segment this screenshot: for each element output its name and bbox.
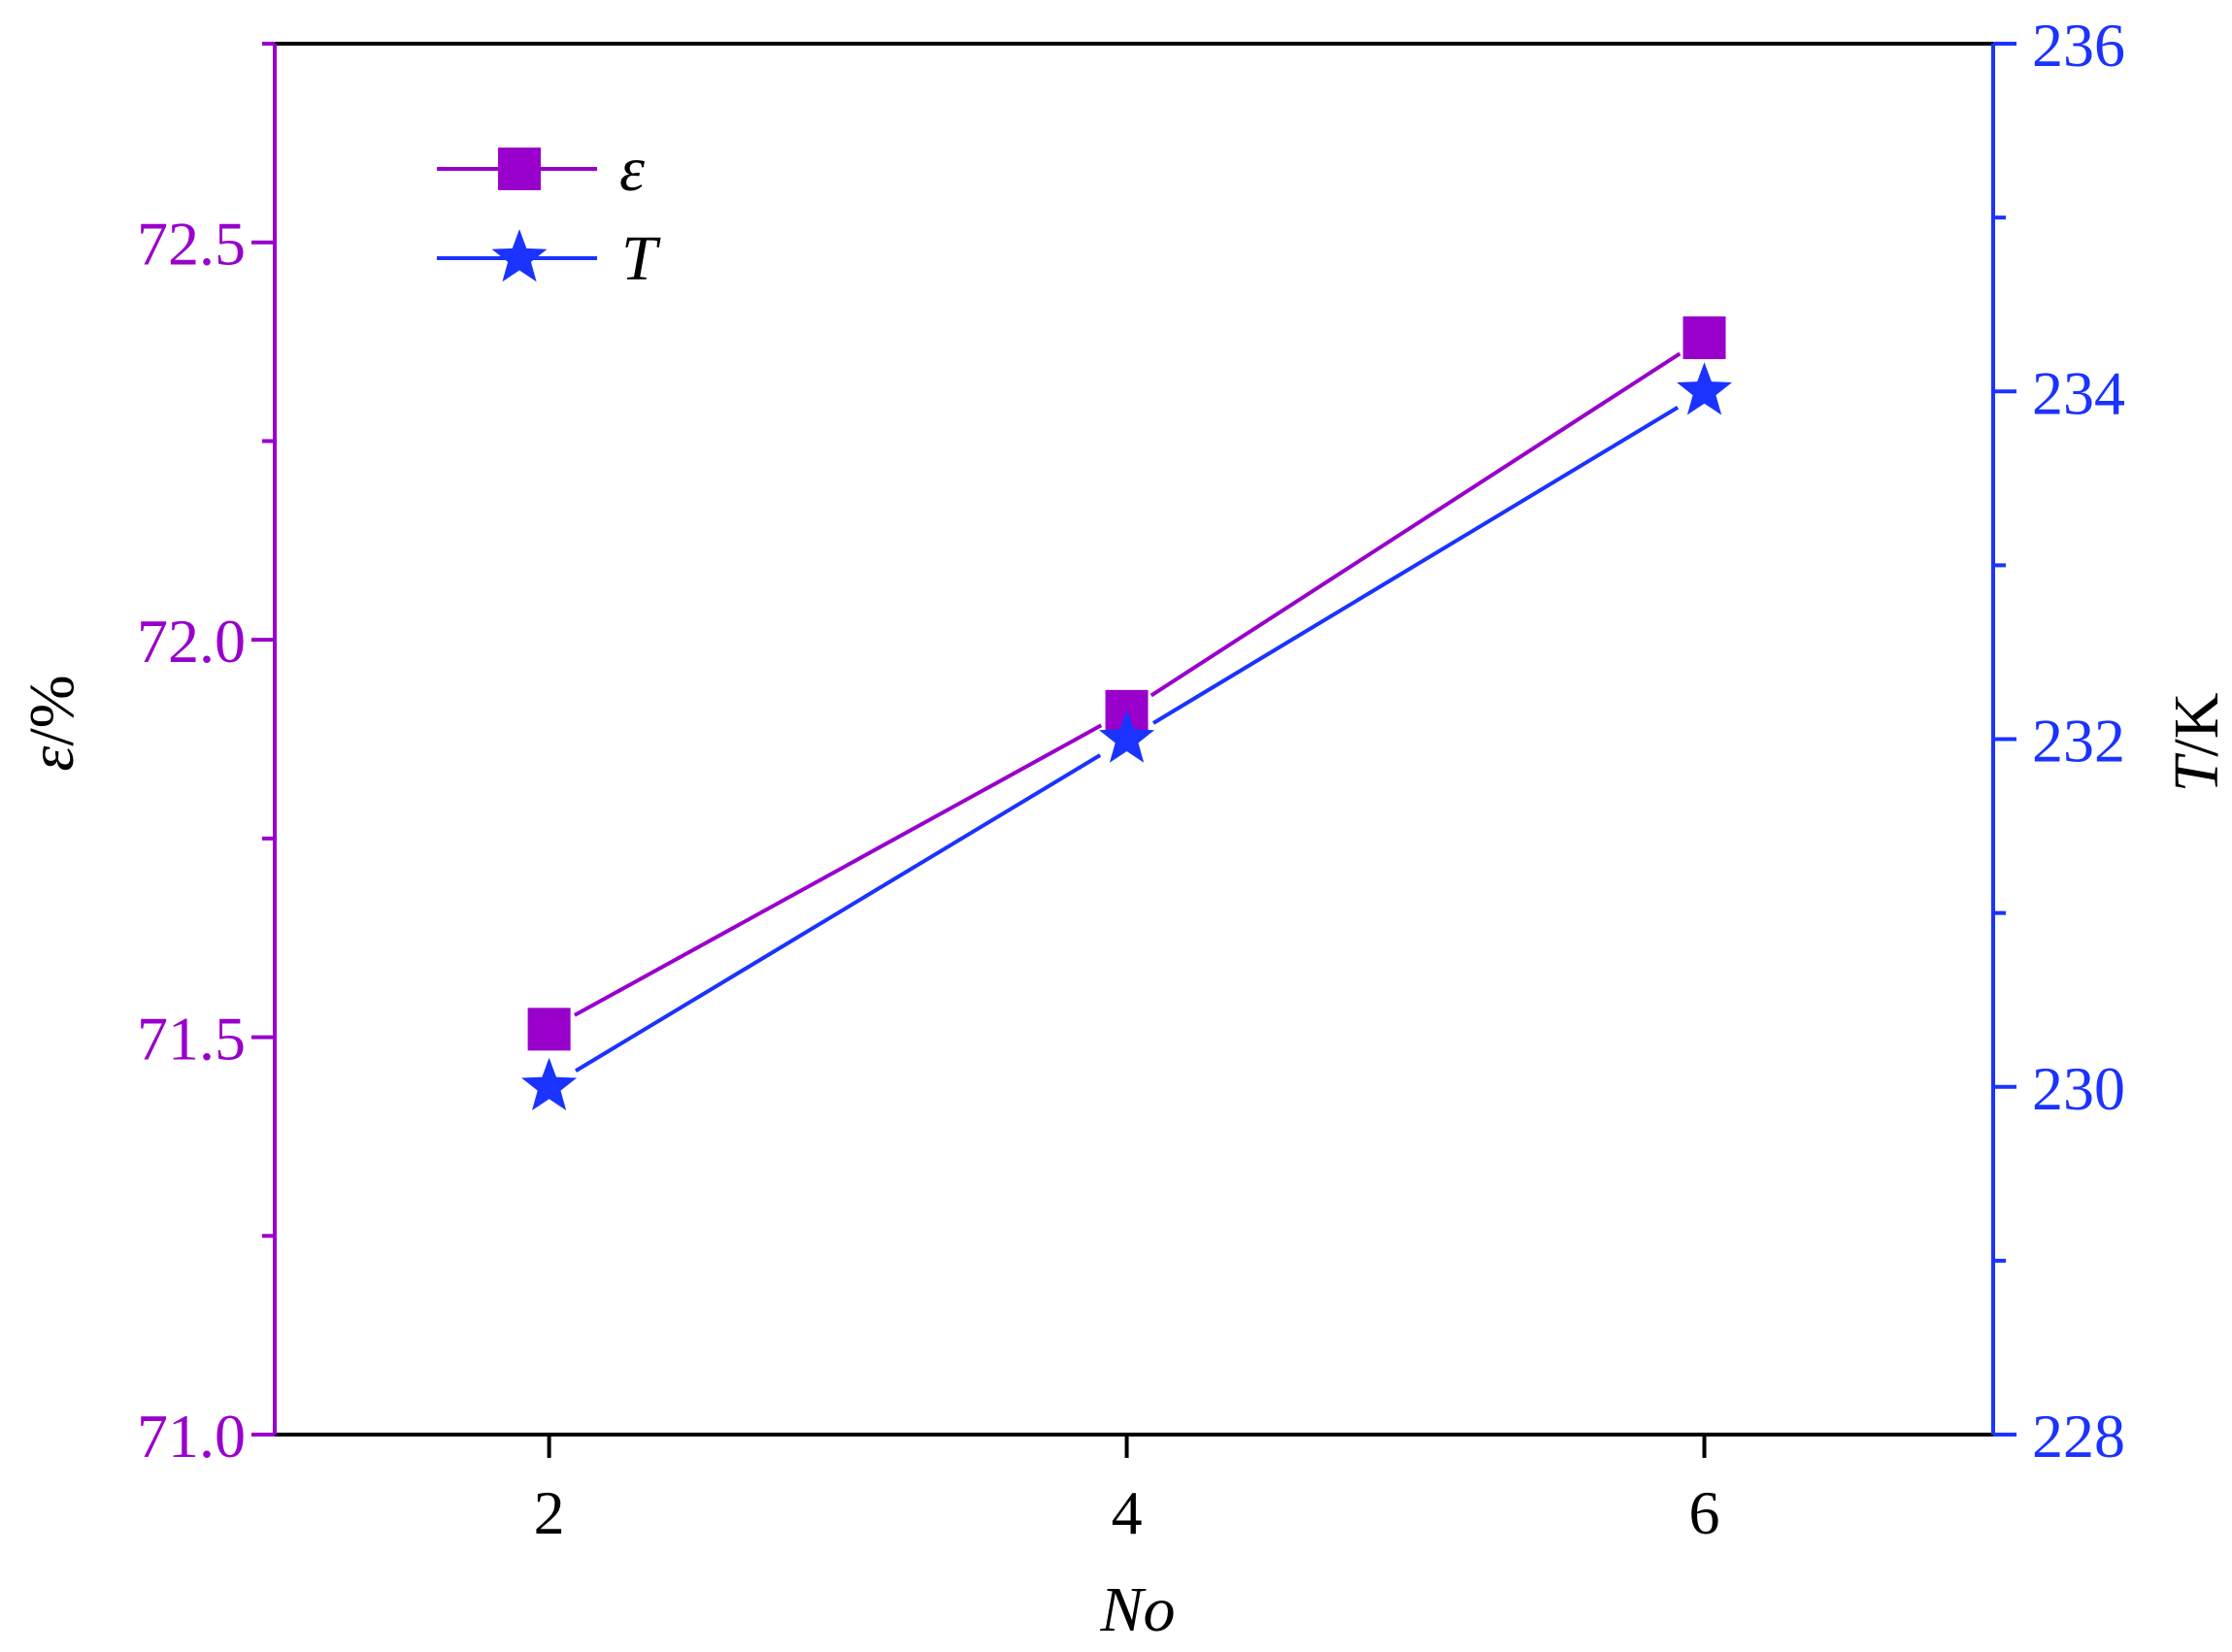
left-y-tick-label: 72.5 (137, 210, 246, 279)
left-y-axis-title-unit: /% (17, 675, 87, 745)
x-tick-label: 4 (1112, 1478, 1143, 1547)
left-y-tick-label: 71.0 (137, 1402, 246, 1470)
right-y-ticks-group: 228 230 232 234 236 (1993, 11, 2125, 1470)
series-group (521, 315, 1733, 1110)
left-y-axis-title: ε/% (17, 675, 87, 771)
series-t-point (1099, 710, 1155, 763)
series-t-segment (574, 753, 1102, 1073)
series-epsilon-point (527, 1008, 571, 1051)
left-y-tick-label: 72.0 (137, 607, 246, 676)
right-y-tick-label: 234 (2032, 358, 2125, 427)
series-epsilon-point (1682, 315, 1726, 359)
legend-epsilon-marker (498, 148, 541, 190)
x-axis-title: No (1099, 1574, 1175, 1645)
series-epsilon-segment (573, 723, 1103, 1017)
legend-t-marker (491, 229, 548, 282)
series-t-point (521, 1057, 578, 1110)
right-y-axis-title: T/K (2161, 693, 2232, 793)
series-t-segment (1151, 406, 1680, 725)
series-t-point (1677, 362, 1733, 415)
right-y-axis-title-unit: /K (2161, 693, 2232, 757)
series-epsilon-segment (1149, 351, 1682, 698)
legend-item-t: T (437, 223, 661, 294)
legend-t-label: T (621, 223, 661, 294)
x-tick-label: 2 (534, 1478, 565, 1547)
left-y-ticks-group: 71.0 71.5 72.0 72.5 (137, 42, 275, 1470)
legend-epsilon-label: ε (619, 134, 645, 205)
right-y-tick-label: 230 (2032, 1054, 2125, 1123)
left-y-axis-title-symbol: ε (17, 746, 87, 772)
left-y-tick-label: 71.5 (137, 1005, 246, 1074)
right-y-axis-title-symbol: T (2161, 752, 2232, 792)
x-tick-label: 6 (1689, 1478, 1720, 1547)
legend: ε T (437, 134, 661, 294)
right-y-tick-label: 228 (2032, 1402, 2125, 1470)
x-ticks-group: 2 4 6 (534, 1435, 1720, 1547)
right-y-tick-label: 232 (2032, 707, 2125, 776)
legend-item-epsilon: ε (437, 134, 645, 205)
axes-group (273, 42, 1995, 1437)
right-y-tick-label: 236 (2032, 11, 2125, 80)
